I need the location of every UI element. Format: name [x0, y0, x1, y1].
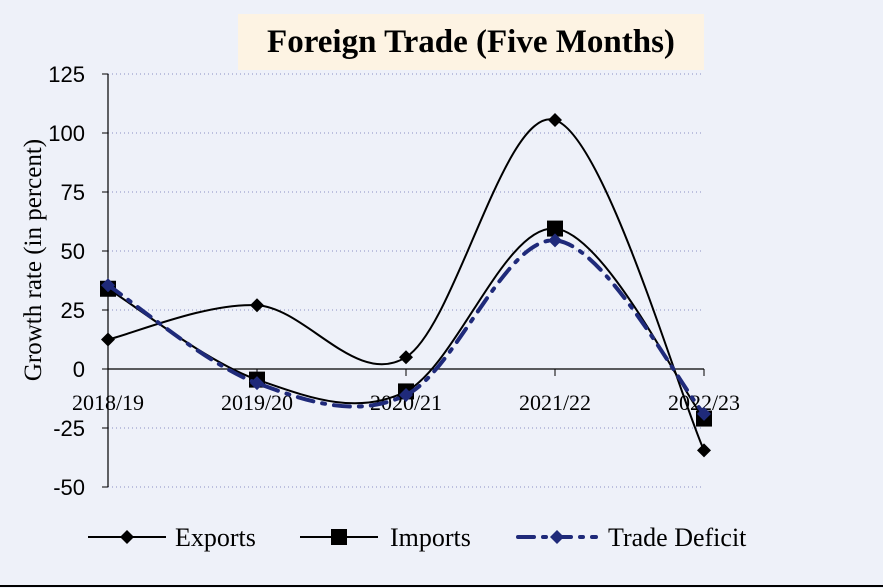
- legend-exports-label: Exports: [175, 523, 256, 552]
- trade-deficit-point: [548, 233, 562, 248]
- legend-exports-marker: [120, 530, 134, 544]
- y-tick-label: -50: [53, 475, 85, 500]
- y-tick-label: 50: [61, 239, 85, 264]
- y-tick-label: 75: [61, 180, 85, 205]
- x-tick-label: 2019/20: [221, 390, 293, 415]
- y-tick-label: 100: [48, 121, 85, 146]
- y-tick-label: 25: [61, 298, 85, 323]
- trade-deficit-point: [101, 278, 115, 293]
- trade-deficit-line: [106, 238, 706, 416]
- imports-line: [107, 227, 705, 420]
- imports-point: [547, 220, 563, 237]
- exports-line: [107, 118, 705, 451]
- chart-title: Foreign Trade (Five Months): [238, 14, 704, 70]
- exports-point: [697, 443, 711, 458]
- legend-trade-deficit-marker: [550, 530, 564, 544]
- x-tick-label: 2018/19: [72, 390, 144, 415]
- y-tick-label: 0: [73, 357, 85, 382]
- exports-point: [250, 298, 264, 313]
- trade-deficit-point: [697, 406, 711, 421]
- y-tick-label: 125: [48, 62, 85, 87]
- y-tick-label: -25: [53, 416, 85, 441]
- bottom-border: [0, 585, 883, 587]
- exports-point: [548, 113, 562, 128]
- exports-point: [399, 350, 413, 365]
- x-tick-label: 2021/22: [519, 390, 591, 415]
- legend-imports-label: Imports: [390, 523, 471, 552]
- legend-trade-deficit-label: Trade Deficit: [608, 523, 747, 552]
- trade-deficit-point: [250, 376, 264, 391]
- trade-deficit-point: [399, 387, 413, 402]
- legend-imports-marker: [331, 529, 347, 545]
- exports-point: [101, 332, 115, 347]
